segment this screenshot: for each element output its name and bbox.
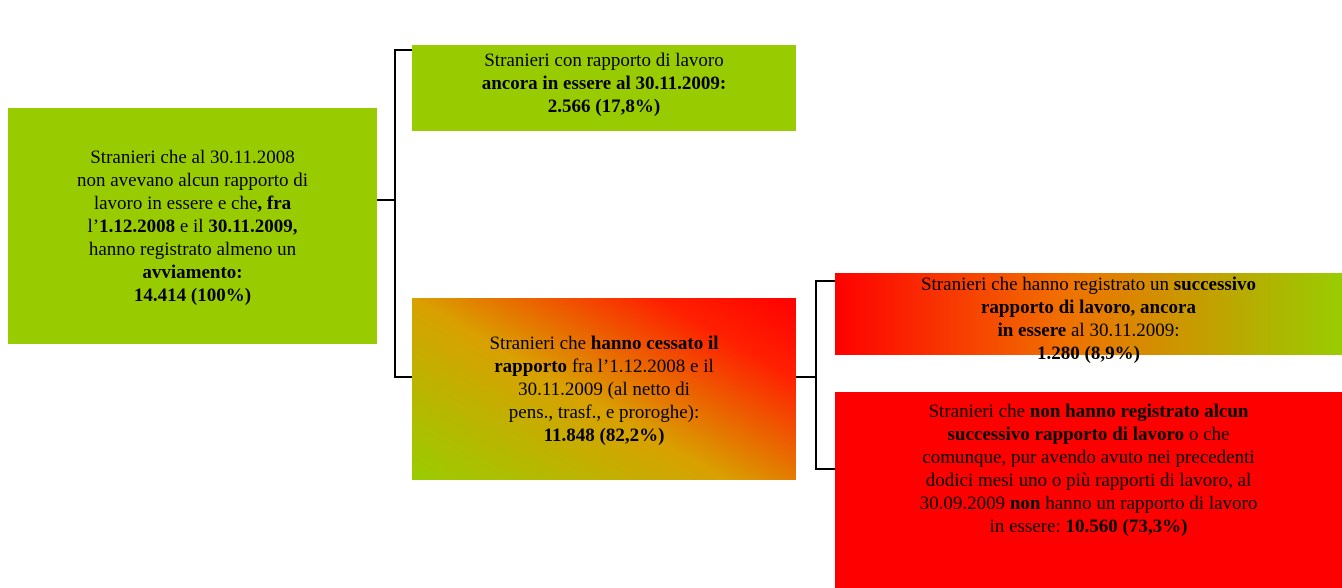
text-line: in essere al 30.11.2009: bbox=[997, 319, 1179, 342]
bold-text: 1.12.2008 bbox=[99, 215, 176, 237]
bold-text: hanno cessato il bbox=[590, 332, 719, 354]
text: 30.11.2009 (al netto di bbox=[518, 378, 690, 400]
text: 30.09.2009 bbox=[919, 493, 1010, 514]
text-line: 11.848 (82,2%) bbox=[544, 424, 665, 447]
bold-text: non bbox=[1009, 493, 1041, 514]
text: Stranieri che bbox=[928, 401, 1030, 422]
text-line: l’1.12.2008 e il 30.11.2009, bbox=[87, 215, 297, 238]
text-line: ancora in essere al 30.11.2009: bbox=[482, 72, 727, 95]
text: Stranieri che hanno registrato un bbox=[920, 274, 1174, 295]
text-line: non avevano alcun rapporto di bbox=[77, 169, 308, 192]
text-line: Stranieri che hanno registrato un succes… bbox=[921, 273, 1256, 296]
bold-text: 10.560 (73,3%) bbox=[1065, 516, 1188, 537]
text: l’ bbox=[87, 215, 100, 237]
text: in essere: bbox=[989, 516, 1066, 537]
text-line: comunque, pur avendo avuto nei precedent… bbox=[922, 446, 1254, 469]
text-line: 30.11.2009 (al netto di bbox=[518, 378, 690, 401]
text: Stranieri che al 30.11.2008 bbox=[90, 146, 295, 168]
text-line: 14.414 (100%) bbox=[134, 284, 251, 307]
bold-text: ancora in essere al 30.11.2009: bbox=[481, 73, 727, 94]
no-job-box: Stranieri che non hanno registrato alcun… bbox=[835, 392, 1342, 588]
text-line: Stranieri con rapporto di lavoro bbox=[484, 49, 724, 72]
bold-text: non hanno registrato alcun bbox=[1029, 401, 1249, 422]
bold-text: successivo bbox=[1173, 274, 1257, 295]
text-line: 2.566 (17,8%) bbox=[548, 95, 660, 118]
text: pens., trasf., e proroghe): bbox=[508, 401, 700, 423]
new-job-box: Stranieri che hanno registrato un succes… bbox=[835, 273, 1342, 364]
text: Stranieri con rapporto di lavoro bbox=[484, 50, 724, 71]
text: lavoro in essere e che bbox=[93, 192, 258, 214]
root-box: Stranieri che al 30.11.2008 non avevano a… bbox=[8, 108, 377, 344]
text: dodici mesi uno o più rapporti di lavoro… bbox=[925, 470, 1252, 491]
text-line: lavoro in essere e che, fra bbox=[94, 192, 291, 215]
text-line: pens., trasf., e proroghe): bbox=[509, 401, 699, 424]
text-line: rapporto fra l’1.12.2008 e il bbox=[494, 355, 714, 378]
text-line: avviamento: bbox=[142, 261, 242, 284]
text: non avevano alcun rapporto di bbox=[76, 169, 309, 191]
text-line: hanno registrato almeno un bbox=[89, 238, 296, 261]
bold-text: 30.11.2009, bbox=[208, 215, 298, 237]
bold-text: rapporto di lavoro, ancora bbox=[981, 297, 1196, 318]
text-line: Stranieri che hanno cessato il bbox=[489, 332, 718, 355]
text: hanno un rapporto di lavoro bbox=[1040, 493, 1258, 514]
text: fra l’1.12.2008 e il bbox=[567, 355, 714, 377]
text: al 30.11.2009: bbox=[1066, 320, 1180, 341]
text-line: 1.280 (8,9%) bbox=[1037, 342, 1140, 365]
text: comunque, pur avendo avuto nei precedent… bbox=[922, 447, 1255, 468]
bold-text: 11.848 (82,2%) bbox=[543, 424, 665, 446]
text-line: Stranieri che al 30.11.2008 bbox=[90, 146, 295, 169]
bold-text: 2.566 (17,8%) bbox=[547, 96, 661, 117]
text: Stranieri che bbox=[489, 332, 591, 354]
bold-text: avviamento: bbox=[142, 261, 243, 283]
text-line: successivo rapporto di lavoro o che bbox=[948, 423, 1230, 446]
text-line: in essere: 10.560 (73,3%) bbox=[990, 515, 1188, 538]
bold-text: rapporto bbox=[494, 355, 568, 377]
text-line: rapporto di lavoro, ancora bbox=[981, 296, 1196, 319]
bold-text: 14.414 (100%) bbox=[133, 284, 252, 306]
text: hanno registrato almeno un bbox=[88, 238, 297, 260]
text: o che bbox=[1184, 424, 1230, 445]
text: e il bbox=[175, 215, 209, 237]
still-employed-box: Stranieri con rapporto di lavoro ancora i… bbox=[412, 45, 796, 131]
text-line: Stranieri che non hanno registrato alcun bbox=[928, 400, 1248, 423]
bold-text: in essere bbox=[997, 320, 1067, 341]
bold-text: 1.280 (8,9%) bbox=[1037, 343, 1140, 364]
ceased-box: Stranieri che hanno cessato il rapporto f… bbox=[412, 298, 796, 480]
bold-text: successivo rapporto di lavoro bbox=[947, 424, 1185, 445]
bold-text: , fra bbox=[257, 192, 292, 214]
text-line: 30.09.2009 non hanno un rapporto di lavo… bbox=[920, 492, 1258, 515]
text-line: dodici mesi uno o più rapporti di lavoro… bbox=[926, 469, 1252, 492]
